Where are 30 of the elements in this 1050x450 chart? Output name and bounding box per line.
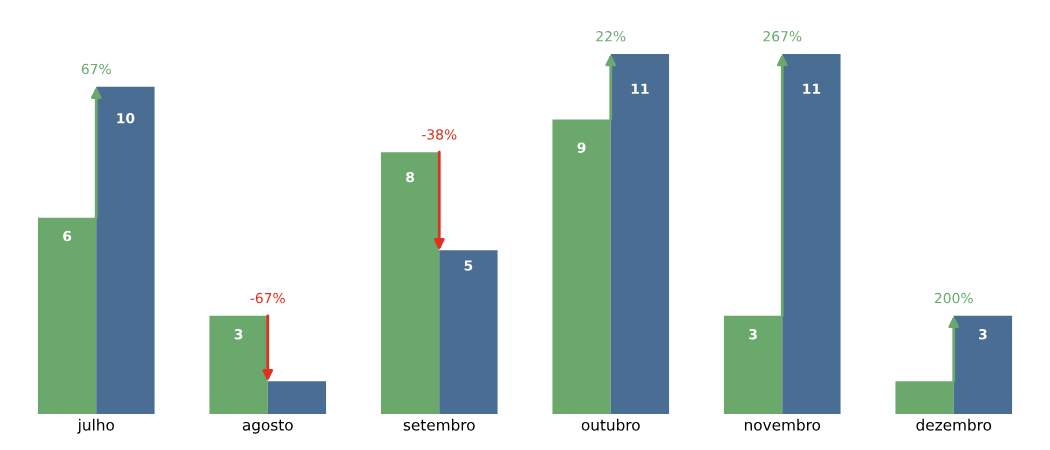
x-tick-label: outubro xyxy=(581,418,640,431)
bar xyxy=(610,54,670,414)
x-tick-label: julho xyxy=(77,418,115,434)
bar xyxy=(782,54,841,414)
bar xyxy=(267,381,327,414)
annotation: -67% xyxy=(250,292,285,304)
bar xyxy=(953,315,1013,414)
data-label: 6 xyxy=(63,230,72,242)
x-tick-label: setembro xyxy=(403,418,475,431)
data-label: 9 xyxy=(577,142,586,153)
annotation: 200% xyxy=(934,292,973,304)
annotation: 22% xyxy=(596,30,626,42)
x-tick-label: agosto xyxy=(242,419,293,434)
data-label: 11 xyxy=(631,83,649,94)
annotation: -38% xyxy=(421,129,457,140)
bar xyxy=(380,152,440,414)
data-label: 5 xyxy=(464,260,473,271)
data-label: 11 xyxy=(803,83,821,94)
data-label: 8 xyxy=(406,171,415,183)
annotation: 267% xyxy=(763,30,802,42)
data-label: 10 xyxy=(117,112,135,124)
bar xyxy=(209,315,268,414)
data-label: 3 xyxy=(749,328,757,340)
x-tick-label: novembro xyxy=(744,418,821,431)
data-label: 3 xyxy=(234,328,243,340)
bar xyxy=(96,86,155,414)
bar xyxy=(439,250,498,414)
x-tick-label: dezembro xyxy=(916,418,992,431)
data-label: 3 xyxy=(979,328,987,340)
annotation: 67% xyxy=(81,63,111,75)
